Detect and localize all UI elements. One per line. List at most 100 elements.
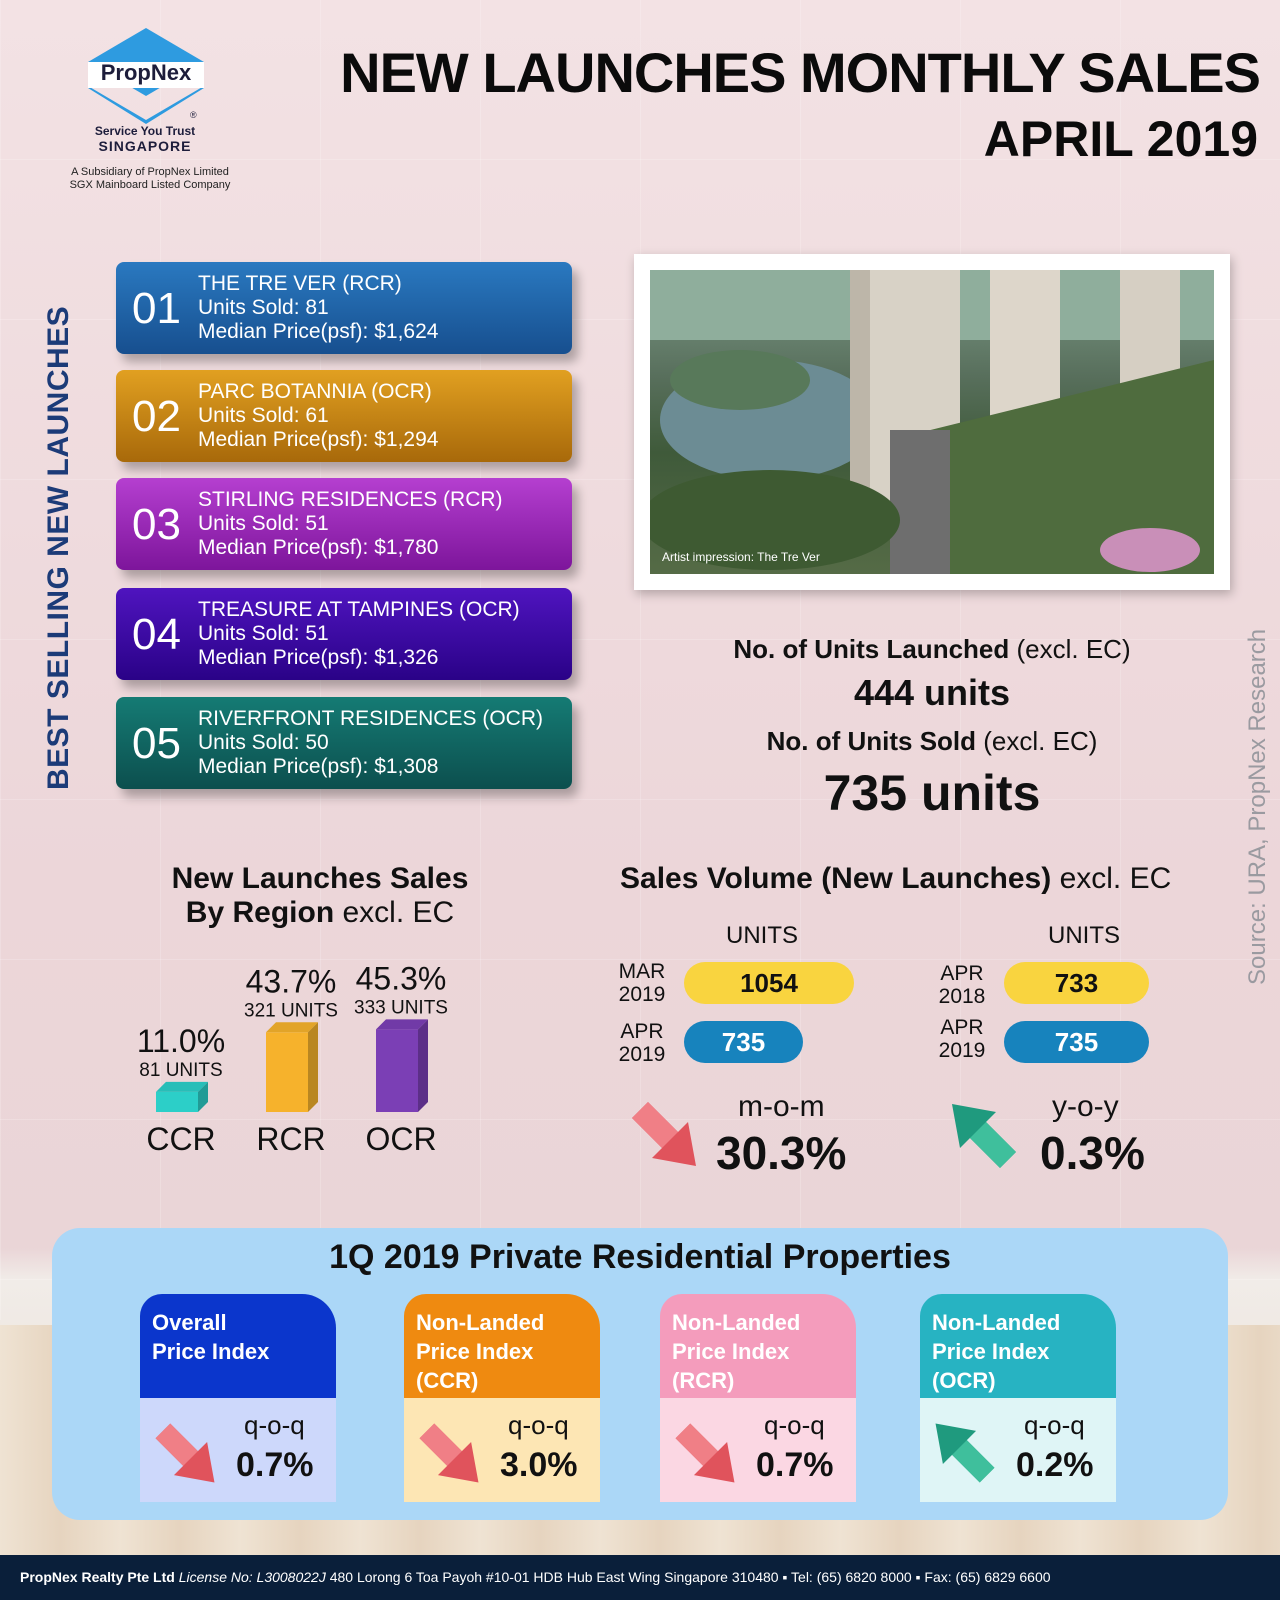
index-line-3: (RCR) [672,1368,735,1393]
index-qoq-label: q-o-q [508,1410,569,1440]
region-value-label: 43.7% [246,963,337,999]
seller-price: Median Price(psf): $1,780 [198,536,439,559]
seller-rank: 01 [132,284,181,333]
seller-name: RIVERFRONT RESIDENCES (OCR) [198,707,543,730]
seller-price: Median Price(psf): $1,294 [198,428,439,451]
index-qoq-label: q-o-q [764,1410,825,1440]
units-launched-value: 444 units [853,672,1011,713]
index-qoq-label: q-o-q [244,1410,305,1440]
index-line-3: (OCR) [932,1368,996,1393]
mom-label-1: MAR 2019 [618,960,666,1006]
yoy-up-arrow-icon [952,1104,1016,1168]
region-bar-top [376,1019,428,1030]
region-bar-chart: 11.0%81 UNITS CCR 43.7%321 UNITS RCR 45.3%33… [137,960,448,1157]
units-sold-label: No. of Units Sold (excl. EC) [634,726,1230,757]
project-photo: Artist impression: The Tre Ver [634,254,1230,590]
yoy-label-1: APR 2018 [938,962,986,1008]
seller-units: Units Sold: 61 [198,404,329,427]
index-tab-text: Non-Landed Price Index (RCR) [672,1308,800,1395]
photo-caption: Artist impression: The Tre Ver [662,550,820,564]
region-title-bold: By Region [185,896,335,929]
yoy-bar-apr-2018: 733 [1004,962,1149,1004]
ccr-price-index-card: Non-Landed Price Index (CCR) q-o-q 3.0% [404,1294,600,1504]
arrow-highlight [675,1423,718,1466]
footer-fax: ▪ Fax: (65) 6829 6600 [915,1569,1051,1585]
index-value: 0.2% [1016,1446,1094,1484]
yoy-bar-apr-2019: 735 [1004,1021,1149,1063]
units-sold-label-bold: No. of Units Sold [766,726,977,756]
region-bar-rcr [266,1032,308,1112]
up-arrow-icon [935,1423,995,1483]
index-line-1: Non-Landed [932,1310,1061,1335]
mom-bar-apr-2019: 735 [684,1021,803,1063]
yoy-change: 0.3% [1040,1127,1145,1179]
seller-rank: 04 [132,610,181,659]
index-line-2: Price Index [672,1339,790,1364]
best-seller-card: 02 PARC BOTANNIA (OCR) Units Sold: 61 Me… [116,370,572,462]
seller-units: Units Sold: 51 [198,512,329,535]
index-value: 0.7% [236,1446,314,1484]
footer: PropNex Realty Pte Ltd License No: L3008… [0,1555,1280,1600]
seller-name: STIRLING RESIDENCES (RCR) [198,488,503,511]
yoy-label: y-o-y [1052,1090,1119,1123]
region-title-line-2: By Region excl. EC [150,896,490,930]
footer-address: 480 Lorong 6 Toa Payoh #10-01 HDB Hub Ea… [329,1569,779,1585]
region-bar-side [198,1081,208,1112]
down-arrow-icon [419,1423,479,1483]
region-value-label: 45.3% [356,960,447,996]
index-line-2: Price Index [932,1339,1050,1364]
mom-change: 30.3% [716,1127,847,1179]
units-launched-label-rest: (excl. EC) [1009,634,1131,664]
subsidiary-line-2: SGX Mainboard Listed Company [69,179,231,191]
index-line-3: (CCR) [416,1368,479,1393]
condo-illustration [650,270,1214,574]
region-title-line-1: New Launches Sales [171,862,469,895]
seller-units: Units Sold: 51 [198,622,329,645]
seller-price: Median Price(psf): $1,326 [198,646,439,669]
mom-units-header: UNITS [726,922,798,949]
units-sold-value: 735 units [823,765,1041,821]
seller-name: THE TRE VER (RCR) [198,272,402,295]
index-line-2: Price Index [416,1339,534,1364]
region-category-label: CCR [146,1121,215,1157]
down-arrow-icon [155,1423,215,1483]
tagline-text: Service You Trust [94,124,196,138]
region-category-label: RCR [256,1121,325,1157]
sales-volume-title: Sales Volume (New Launches) excl. EC [620,862,1171,896]
arrow-highlight [419,1423,462,1466]
seller-units: Units Sold: 81 [198,296,329,319]
seller-rank: 05 [132,719,181,768]
region-value-label: 11.0% [137,1023,225,1059]
yoy-label-2: APR 2019 [938,1016,986,1062]
mom-label-2: APR 2019 [618,1020,666,1066]
mom-bar-mar-2019: 1054 [684,962,854,1004]
region-chart-title: New Launches Sales By Region excl. EC [150,862,490,930]
region-category-label: OCR [365,1121,436,1157]
region-units-label: 81 UNITS [139,1060,222,1081]
index-value: 0.7% [756,1446,834,1484]
best-selling-label: BEST SELLING NEW LAUNCHES [42,305,75,790]
subsidiary-line-1: A Subsidiary of PropNex Limited [71,166,229,178]
units-sold-label-rest: (excl. EC) [976,726,1098,756]
source-note: Source: URA, PropNex Research [1244,628,1271,985]
propnex-logo: PropNex ® Service You Trust SINGAPORE A … [50,24,250,199]
brand-name: PropNex [100,60,192,85]
region-bar-ccr [156,1091,198,1112]
sales-volume-title-light: excl. EC [1051,862,1172,895]
photo-image: Artist impression: The Tre Ver [650,270,1214,574]
index-tab [140,1294,336,1398]
best-seller-card: 03 STIRLING RESIDENCES (RCR) Units Sold:… [116,478,572,570]
mom-label: m-o-m [738,1090,825,1123]
index-tab-text: Overall Price Index [152,1308,269,1366]
seller-units: Units Sold: 50 [198,731,329,754]
registered-mark: ® [190,110,197,120]
index-tab [920,1294,1116,1398]
seller-rank: 03 [132,500,181,549]
region-title-light: excl. EC [334,896,455,929]
region-units-label: 333 UNITS [354,997,448,1018]
country-text: SINGAPORE [98,138,192,154]
arrow-highlight [952,1440,995,1483]
seller-rank: 02 [132,392,181,441]
footer-company: PropNex Realty Pte Ltd [20,1569,175,1585]
seller-price: Median Price(psf): $1,308 [198,755,439,778]
